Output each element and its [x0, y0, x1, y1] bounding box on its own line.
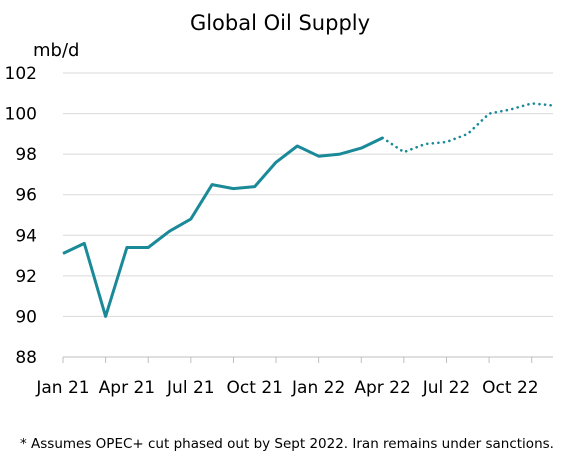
x-axis: Jan 21 Apr 21 Jul 21 Oct 21 Jan 22 Apr 22 Jul …	[35, 356, 553, 398]
x-tick-label: Jan 22	[291, 378, 345, 398]
chart-title: Global Oil Supply	[190, 11, 370, 35]
x-tick-label: Jul 22	[422, 378, 471, 398]
y-tick-label: 100	[5, 105, 37, 125]
y-tick-label: 90	[15, 307, 37, 327]
y-tick-label: 98	[15, 145, 37, 165]
y-tick-label: 92	[15, 267, 37, 287]
y-tick-label: 102	[5, 64, 37, 84]
y-axis-unit-label: mb/d	[33, 40, 79, 61]
x-tick-label: Apr 22	[354, 378, 410, 398]
x-tick-label: Jul 21	[166, 378, 215, 398]
footnote: * Assumes OPEC+ cut phased out by Sept 2…	[20, 436, 554, 452]
series-group	[62, 102, 555, 318]
line-chart: Global Oil Supply mb/d 88 90 92 94 96 98 100 10…	[5, 11, 555, 398]
x-tick-label: Apr 21	[99, 378, 155, 398]
y-tick-label: 88	[15, 348, 37, 368]
gridlines	[63, 72, 553, 317]
y-axis-ticks: 88 90 92 94 96 98 100 102	[5, 64, 37, 368]
x-tick-label: Oct 21	[227, 378, 283, 398]
x-tick-label: Jan 21	[35, 378, 89, 398]
x-tick-label: Oct 22	[482, 378, 538, 398]
forecast-series-line	[381, 102, 555, 154]
y-tick-label: 94	[15, 226, 37, 246]
actual-series-line	[62, 136, 384, 318]
y-tick-label: 96	[15, 186, 37, 206]
